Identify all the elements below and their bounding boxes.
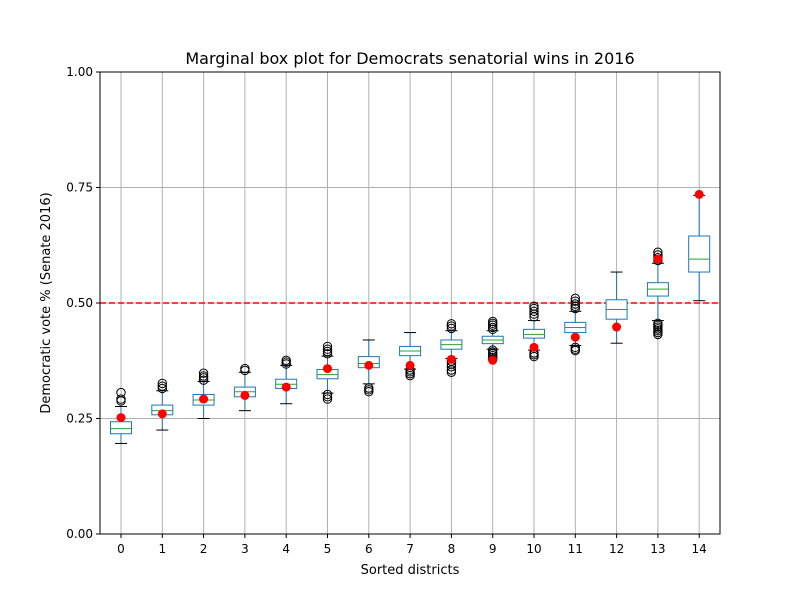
outlier-point — [570, 301, 580, 311]
observed-point — [446, 354, 456, 364]
observed-points — [116, 189, 704, 423]
outlier-point — [322, 349, 333, 359]
x-axis-label: Sorted districts — [361, 563, 460, 578]
outlier-point — [281, 355, 291, 365]
outlier-point — [570, 293, 580, 304]
observed-point — [199, 394, 209, 404]
x-tick-label: 6 — [365, 542, 373, 556]
observed-point — [157, 409, 167, 419]
box-district-8 — [440, 319, 463, 377]
x-tick-label: 12 — [609, 542, 624, 556]
y-tick-label: 0.00 — [66, 527, 93, 541]
y-tick-label: 0.50 — [66, 296, 93, 310]
outlier-point — [446, 321, 457, 331]
y-tick-label: 1.00 — [66, 65, 93, 79]
x-tick-label: 14 — [692, 542, 707, 556]
observed-point — [116, 413, 126, 423]
outlier-point — [529, 309, 539, 319]
observed-point — [405, 360, 415, 370]
outlier-point — [570, 296, 580, 306]
outlier-point — [322, 346, 333, 357]
outlier-point — [570, 299, 580, 309]
y-tick-label: 0.75 — [66, 181, 93, 195]
outlier-point — [322, 392, 333, 402]
outlier-point — [116, 394, 126, 404]
box-body — [523, 328, 545, 339]
box-district-0 — [110, 387, 132, 444]
outlier-point — [488, 345, 498, 355]
x-tick-label: 10 — [526, 542, 541, 556]
observed-point — [570, 332, 580, 342]
outlier-point — [157, 383, 168, 394]
boxes — [110, 194, 711, 444]
observed-point — [529, 342, 539, 352]
box-district-7 — [399, 332, 422, 381]
x-tick-label: 3 — [241, 542, 249, 556]
outlier-point — [240, 363, 250, 374]
outlier-point — [157, 381, 168, 391]
outlier-point — [570, 342, 580, 353]
outlier-point — [198, 368, 209, 378]
box-body — [110, 421, 132, 435]
box-district-5 — [316, 341, 339, 404]
outlier-point — [653, 318, 663, 329]
chart-title: Marginal box plot for Democrats senatori… — [185, 49, 634, 68]
outlier-point — [198, 375, 209, 385]
x-tick-label: 5 — [324, 542, 332, 556]
x-tick-label: 13 — [650, 542, 665, 556]
x-tick-label: 4 — [282, 542, 290, 556]
box-district-11 — [564, 293, 587, 356]
outlier-point — [488, 316, 498, 327]
outlier-point — [529, 301, 539, 311]
outlier-point — [157, 378, 168, 389]
y-tick-label: 0.25 — [66, 412, 93, 426]
outlier-point — [322, 394, 333, 404]
x-tick-label: 0 — [117, 542, 125, 556]
observed-point — [323, 364, 332, 374]
box-district-12 — [605, 271, 628, 344]
outlier-point — [488, 322, 498, 333]
observed-point — [653, 254, 663, 264]
x-tick-label: 2 — [200, 542, 208, 556]
outlier-point — [570, 303, 580, 314]
x-tick-label: 1 — [158, 542, 166, 556]
axis-ticks: 0.000.250.500.751.000 1 2 3 4 5 6 7 8 9 10 11 12 13 14 — [66, 65, 707, 556]
x-tick-label: 7 — [406, 542, 414, 556]
observed-point — [612, 322, 622, 332]
outlier-point — [198, 371, 209, 381]
outlier-point — [364, 383, 374, 393]
observed-point — [364, 360, 374, 370]
outlier-point — [529, 306, 539, 317]
outlier-point — [446, 323, 457, 334]
x-tick-label: 11 — [568, 542, 583, 556]
y-axis-label: Democratic vote % (Senate 2016) — [39, 192, 54, 413]
outlier-point — [322, 389, 333, 400]
outlier-point — [322, 344, 333, 354]
outlier-point — [116, 387, 126, 398]
observed-point — [488, 355, 498, 365]
x-tick-label: 8 — [448, 542, 456, 556]
observed-point — [281, 382, 291, 392]
x-tick-label: 9 — [489, 542, 497, 556]
outlier-point — [446, 319, 457, 329]
box-body — [688, 235, 711, 273]
observed-point — [240, 390, 250, 400]
outlier-point — [322, 341, 333, 352]
observed-point — [694, 189, 704, 199]
outlier-point — [529, 303, 539, 314]
